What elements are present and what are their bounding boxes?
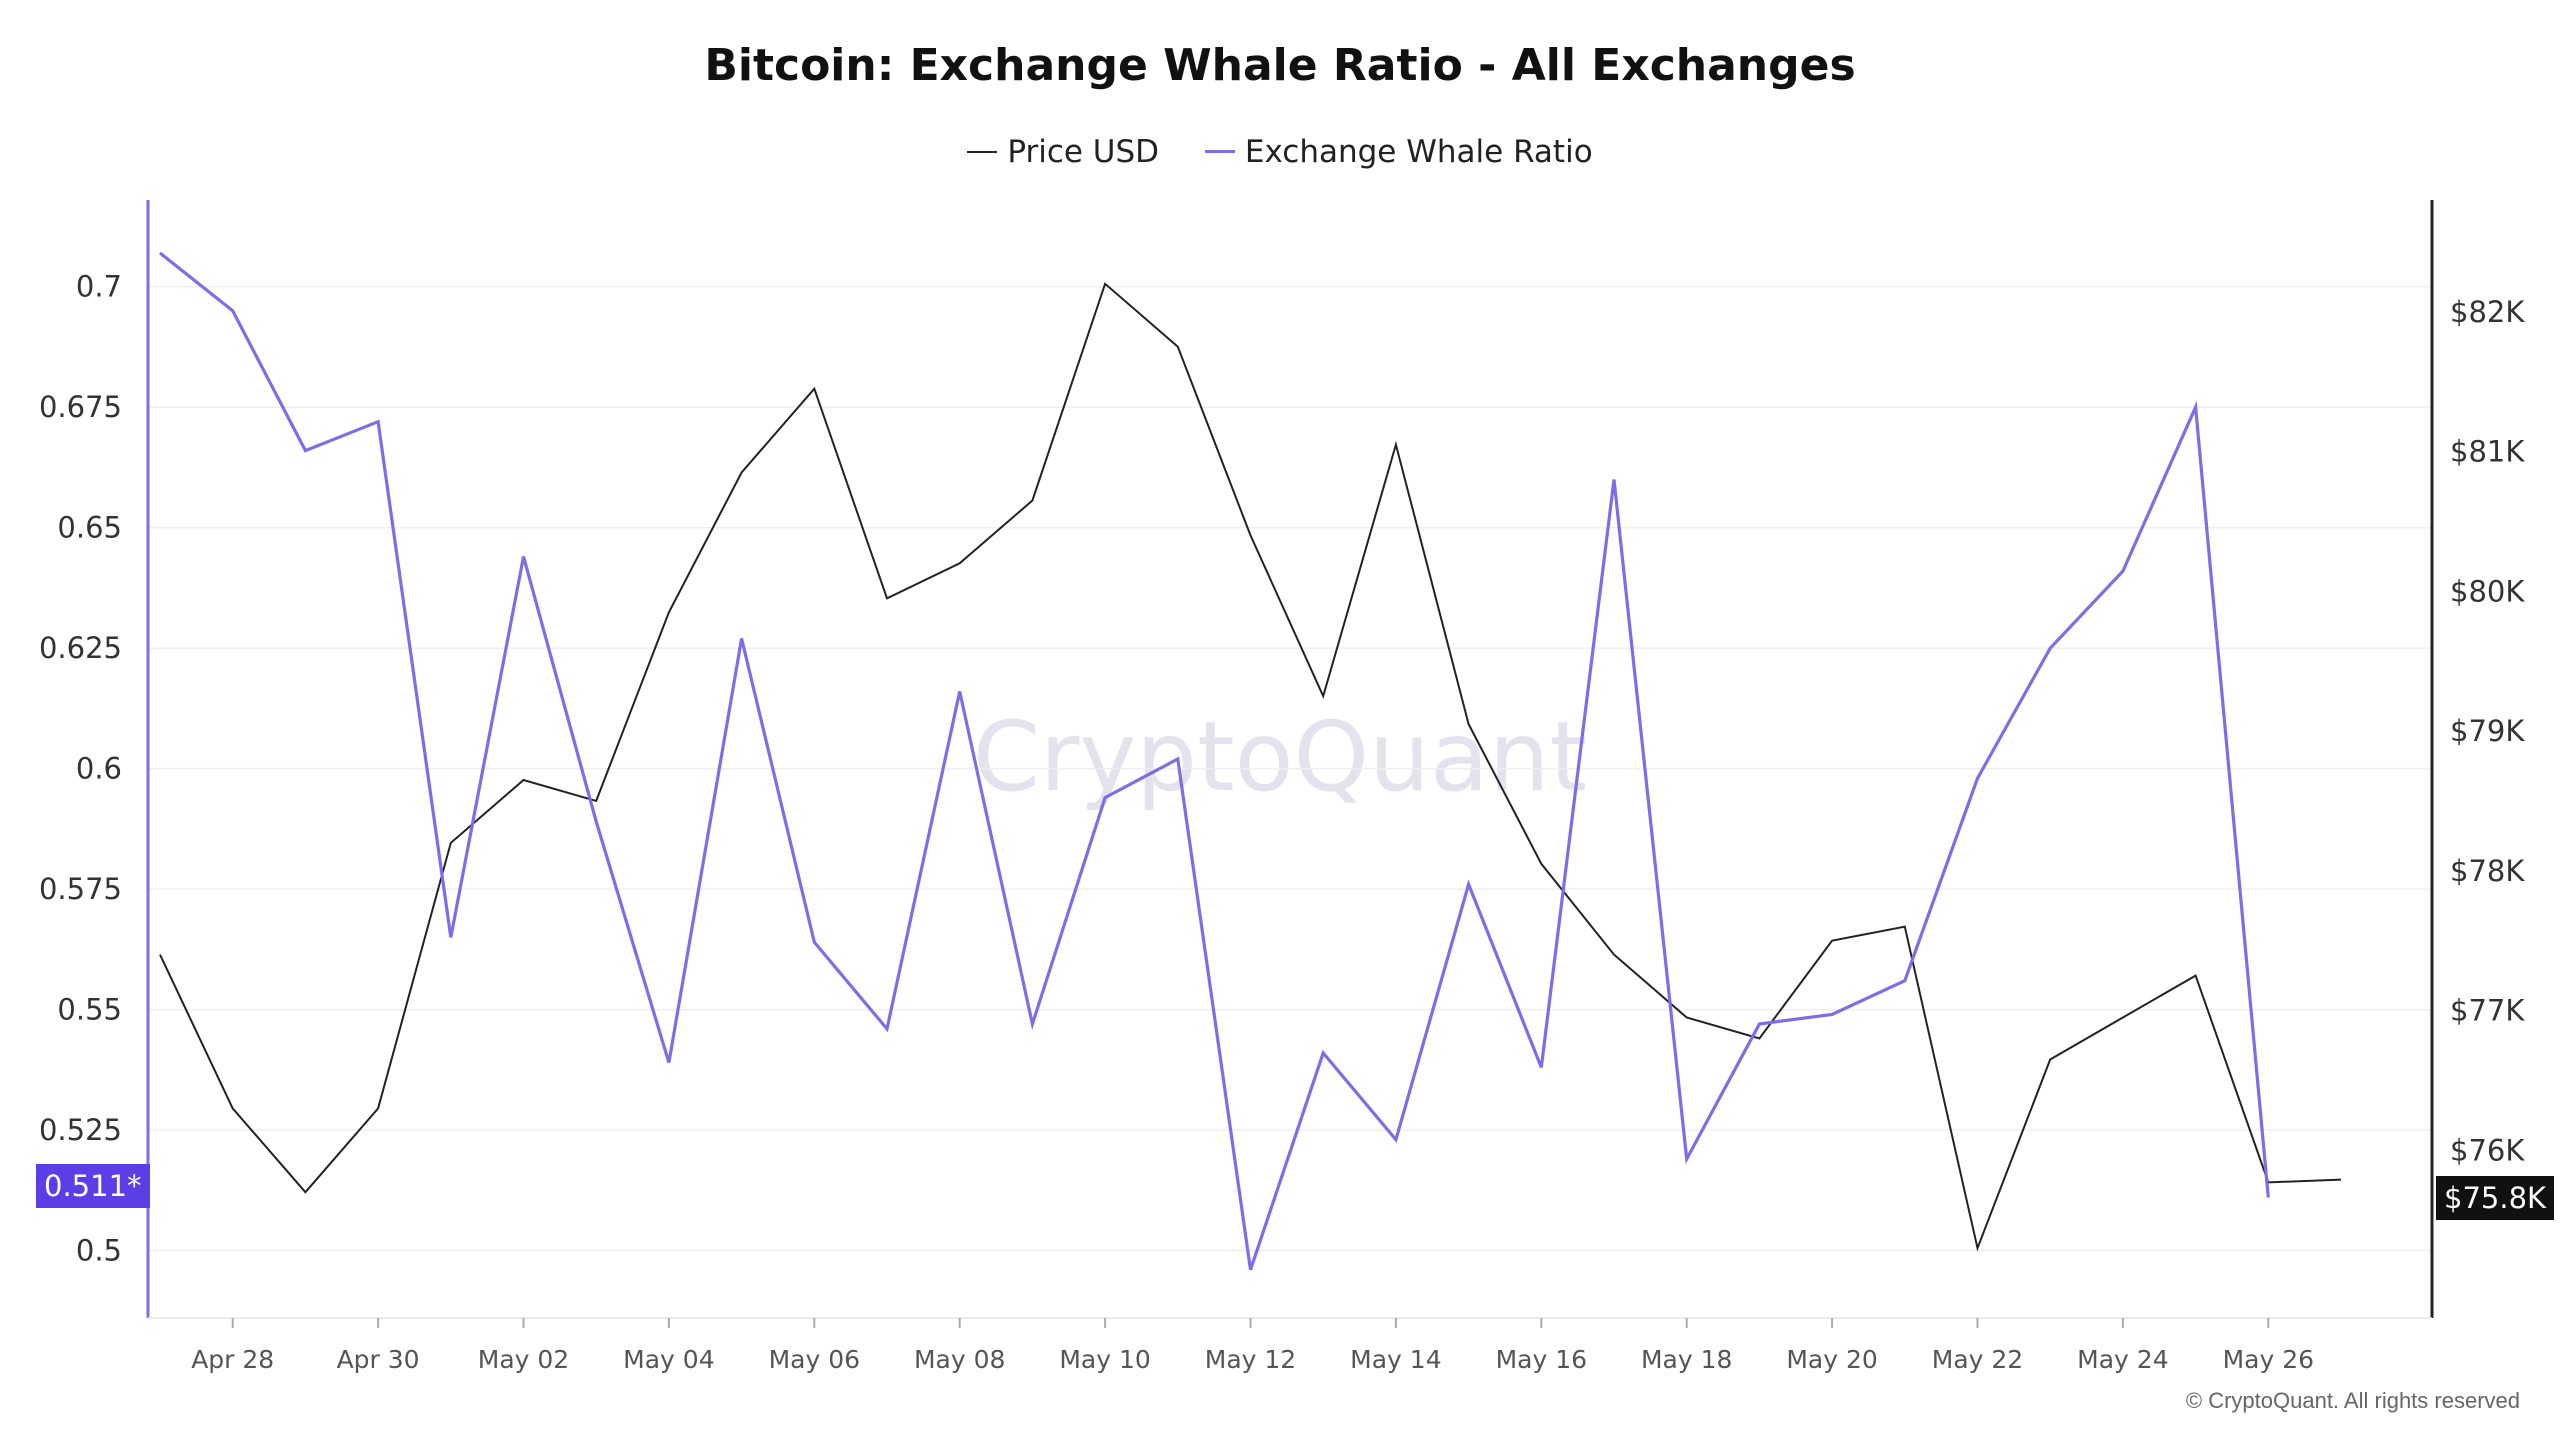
whale-ratio-current-badge: 0.511* — [36, 1164, 150, 1208]
chart-legend: Price USD Exchange Whale Ratio — [0, 125, 2560, 170]
x-tick-label: May 06 — [769, 1345, 860, 1374]
x-tick-label: May 04 — [623, 1345, 714, 1374]
y-right-tick-label: $79K — [2450, 714, 2525, 748]
legend-item-whale-ratio[interactable]: Exchange Whale Ratio — [1204, 133, 1593, 170]
y-right-tick-label: $82K — [2450, 295, 2525, 329]
x-tick-label: Apr 28 — [191, 1345, 274, 1374]
y-left-tick-label: 0.65 — [57, 511, 122, 545]
watermark-text: CryptoQuant — [973, 701, 1587, 813]
y-right-tick-label: $77K — [2450, 994, 2525, 1028]
y-right-tick-label: $78K — [2450, 854, 2525, 888]
y-right-tick-label: $81K — [2450, 435, 2525, 469]
x-tick-label: May 12 — [1205, 1345, 1296, 1374]
y-left-tick-label: 0.625 — [39, 631, 122, 665]
y-left-tick-label: 0.6 — [76, 752, 122, 786]
price-current-badge: $75.8K — [2436, 1176, 2555, 1220]
x-tick-label: May 24 — [2077, 1345, 2168, 1374]
y-right-tick-label: $80K — [2450, 574, 2525, 608]
y-left-tick-label: 0.5 — [76, 1234, 122, 1268]
legend-swatch-price — [967, 151, 998, 153]
legend-item-price[interactable]: Price USD — [967, 134, 1159, 170]
y-left-tick-label: 0.7 — [76, 270, 122, 304]
y-right-tick-label: $76K — [2450, 1133, 2525, 1167]
x-tick-label: May 10 — [1059, 1345, 1150, 1374]
whale-ratio-line[interactable] — [159, 251, 2270, 1271]
y-left-tick-label: 0.55 — [57, 993, 122, 1027]
y-left-tick-label: 0.575 — [39, 872, 122, 906]
legend-label-price: Price USD — [1007, 134, 1160, 170]
legend-label-whale-ratio: Exchange Whale Ratio — [1244, 133, 1593, 170]
legend-swatch-whale-ratio — [1204, 150, 1235, 153]
x-tick-label: May 08 — [914, 1345, 1005, 1374]
x-tick-label: Apr 30 — [337, 1345, 420, 1374]
x-tick-label: May 18 — [1641, 1345, 1732, 1374]
x-tick-label: May 22 — [1932, 1345, 2023, 1374]
x-tick-label: May 02 — [478, 1345, 569, 1374]
x-tick-label: May 16 — [1496, 1345, 1587, 1374]
x-tick-label: May 20 — [1786, 1345, 1877, 1374]
y-left-tick-label: 0.675 — [39, 390, 122, 424]
x-tick-label: May 26 — [2223, 1345, 2314, 1374]
chart-title: Bitcoin: Exchange Whale Ratio - All Exch… — [704, 40, 1856, 91]
x-tick-label: May 14 — [1350, 1345, 1441, 1374]
y-left-tick-label: 0.525 — [39, 1113, 122, 1147]
copyright-notice: © CryptoQuant. All rights reserved — [2185, 1388, 2520, 1413]
